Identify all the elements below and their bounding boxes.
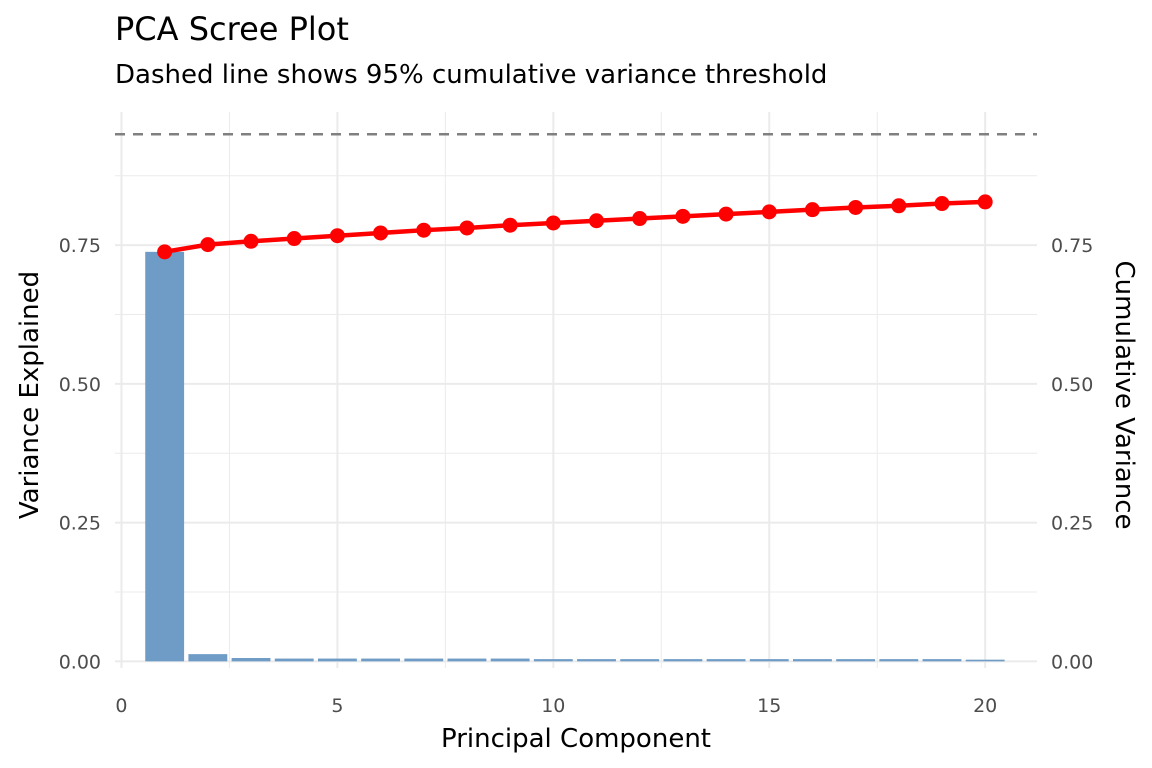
y-tick-label-left: 0.75 xyxy=(59,235,101,257)
variance-bar xyxy=(231,658,271,662)
y-tick-label-left: 0.50 xyxy=(59,374,101,396)
x-axis-ticks: 0 5 10 15 20 xyxy=(115,695,997,717)
variance-bar xyxy=(533,659,573,662)
y-axis-right-ticks: 0.00 0.25 0.50 0.75 xyxy=(1051,235,1093,673)
cumulative-point xyxy=(329,228,345,244)
cumulative-point xyxy=(200,237,216,253)
variance-bar xyxy=(274,658,314,662)
cumulative-point xyxy=(243,233,259,249)
variance-bar xyxy=(404,658,444,662)
variance-bar xyxy=(879,659,919,662)
y-tick-label-right: 0.50 xyxy=(1051,374,1093,396)
cumulative-point xyxy=(632,211,648,227)
variance-bar xyxy=(490,658,530,662)
chart-title: PCA Scree Plot xyxy=(115,10,349,48)
variance-bar xyxy=(145,251,185,662)
cumulative-point xyxy=(545,215,561,231)
x-axis-title: Principal Component xyxy=(441,724,711,754)
cumulative-point xyxy=(675,208,691,224)
cumulative-point xyxy=(459,220,475,236)
x-tick-label: 0 xyxy=(115,695,127,717)
grid-lines xyxy=(115,112,1037,668)
variance-bar xyxy=(749,659,789,662)
cumulative-point xyxy=(891,198,907,214)
y-axis-title: Variance Explained xyxy=(15,271,45,519)
cumulative-point xyxy=(934,196,950,212)
y-tick-label-left: 0.25 xyxy=(59,513,101,535)
variance-bar xyxy=(922,659,962,662)
y-tick-label-left: 0.00 xyxy=(59,651,101,673)
y-tick-label-right: 0.75 xyxy=(1051,235,1093,257)
variance-bar xyxy=(793,659,832,662)
x-tick-label: 15 xyxy=(757,695,781,717)
y2-axis-title: Cumulative Variance xyxy=(1109,261,1139,530)
cumulative-point xyxy=(804,202,820,218)
x-tick-label: 5 xyxy=(331,695,343,717)
cumulative-point xyxy=(589,213,605,229)
y-axis-left-ticks: 0.00 0.25 0.50 0.75 xyxy=(59,235,101,673)
y-tick-label-right: 0.25 xyxy=(1051,513,1093,535)
y-tick-label-right: 0.00 xyxy=(1051,651,1093,673)
variance-bar xyxy=(620,659,660,662)
variance-bar xyxy=(577,659,616,662)
cumulative-point xyxy=(286,231,302,247)
x-tick-label: 10 xyxy=(541,695,565,717)
cumulative-point xyxy=(848,199,864,215)
variance-bars xyxy=(145,251,1005,662)
x-tick-label: 20 xyxy=(973,695,997,717)
cumulative-point xyxy=(761,204,777,220)
chart-subtitle: Dashed line shows 95% cumulative varianc… xyxy=(115,60,827,90)
variance-bar xyxy=(836,659,876,662)
variance-bar xyxy=(317,658,357,662)
variance-bar xyxy=(188,654,228,662)
variance-bar xyxy=(361,658,401,662)
cumulative-point xyxy=(157,244,173,260)
cumulative-point xyxy=(718,206,734,222)
variance-bar xyxy=(706,659,746,662)
cumulative-point xyxy=(373,225,389,241)
variance-bar xyxy=(663,659,703,662)
cumulative-point xyxy=(977,194,993,210)
cumulative-point xyxy=(502,217,518,233)
cumulative-point xyxy=(416,222,432,238)
variance-bar xyxy=(965,659,1005,662)
variance-bar xyxy=(447,658,487,662)
cumulative-points xyxy=(157,194,993,260)
